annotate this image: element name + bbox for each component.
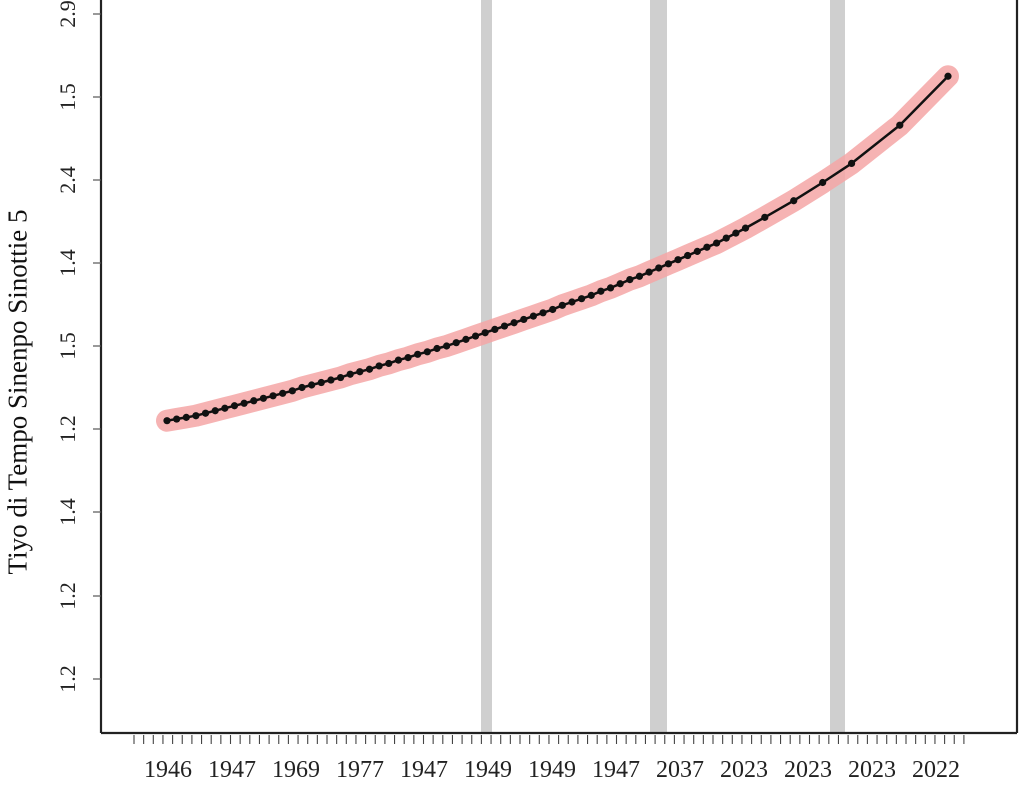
data-point-marker [163,417,171,425]
y-tick-label: 2.9 [55,0,80,28]
data-point-marker [385,359,393,368]
data-point-marker [790,197,798,205]
data-point-marker [269,392,277,400]
data-point-marker [655,264,663,272]
data-point-marker [606,284,615,292]
data-point-marker [182,413,190,421]
data-point-marker [722,234,730,242]
data-point-marker [308,381,316,389]
data-point-marker [732,229,740,237]
data-point-marker [529,312,537,320]
data-point-marker [616,280,624,288]
data-point-marker [375,362,383,370]
data-point-marker [471,332,480,340]
x-tick-label: 1947 [592,757,640,783]
x-tick-label: 1947 [208,757,256,783]
data-point-marker [578,295,586,303]
data-point-marker [712,239,721,247]
data-point-marker [443,342,451,350]
data-point-marker [452,339,460,347]
data-point-marker [346,370,354,378]
data-point-marker [587,291,595,299]
data-point-marker [211,407,219,415]
x-tick-label: 1949 [528,757,576,783]
data-point-marker [192,412,200,420]
x-tick-label: 1949 [464,757,512,783]
data-point-marker [568,298,576,306]
data-point-marker [394,356,403,364]
data-point-marker [539,309,547,317]
x-tick-label: 1947 [400,757,448,783]
x-tick-label: 2023 [784,757,832,783]
x-tick-label: 1946 [144,757,192,783]
data-point-marker [500,322,509,330]
data-point-marker [510,319,518,327]
data-point-marker [635,272,644,280]
data-point-marker [491,325,499,333]
y-tick-label: 1.2 [55,415,80,443]
data-point-marker [365,365,374,373]
data-point-marker [221,404,229,412]
y-tick-label: 1.5 [55,332,80,360]
data-point-marker [414,350,422,358]
data-point-marker [298,383,306,392]
data-point-marker [336,373,345,382]
data-point-marker [944,72,952,80]
y-axis-title: Tiyo di Tempo Sinenpo Sinottie 5 [2,209,33,575]
y-tick-label: 1.4 [55,249,80,277]
data-point-marker [356,368,364,376]
data-point-marker [173,415,181,423]
x-tick-label: 1969 [272,757,320,783]
data-point-marker [250,397,258,405]
data-point-marker [558,301,566,309]
data-point-marker [847,159,856,167]
y-tick-label: 1.4 [55,498,80,526]
y-tick-label: 1.2 [55,582,80,610]
data-point-marker [327,376,335,384]
x-tick-label: 2023 [720,757,768,783]
data-point-marker [279,389,287,397]
y-tick-label: 2.4 [55,166,80,194]
data-point-marker [693,247,701,255]
data-point-marker [549,305,557,314]
data-point-marker [896,121,904,129]
data-point-marker [520,315,528,324]
highlight-band [830,0,845,733]
data-point-marker [433,344,441,353]
data-point-marker [741,224,750,232]
data-point-marker [288,387,296,395]
data-point-marker [201,409,210,417]
x-tick-label: 2037 [656,757,704,783]
data-point-marker [674,256,682,264]
data-point-marker [761,213,769,221]
x-tick-label: 1977 [336,757,384,783]
y-tick-label: 1.2 [55,665,80,693]
data-point-marker [240,399,248,407]
data-point-marker [230,402,239,410]
data-point-marker [462,335,470,343]
data-point-marker [481,329,489,337]
data-point-marker [684,251,692,260]
data-point-marker [259,394,268,402]
data-point-marker [404,354,412,362]
x-tick-label: 2023 [848,757,896,783]
data-point-marker [626,276,634,284]
x-tick-label: 2022 [912,757,960,783]
data-point-marker [645,268,653,276]
data-point-marker [597,287,605,295]
data-point-marker [819,178,827,187]
data-point-marker [317,378,325,387]
highlight-band [481,0,492,733]
y-tick-label: 1.5 [55,83,80,111]
data-point-marker [703,243,711,251]
data-point-marker [423,348,431,356]
highlight-band [650,0,667,733]
data-point-marker [664,260,672,268]
